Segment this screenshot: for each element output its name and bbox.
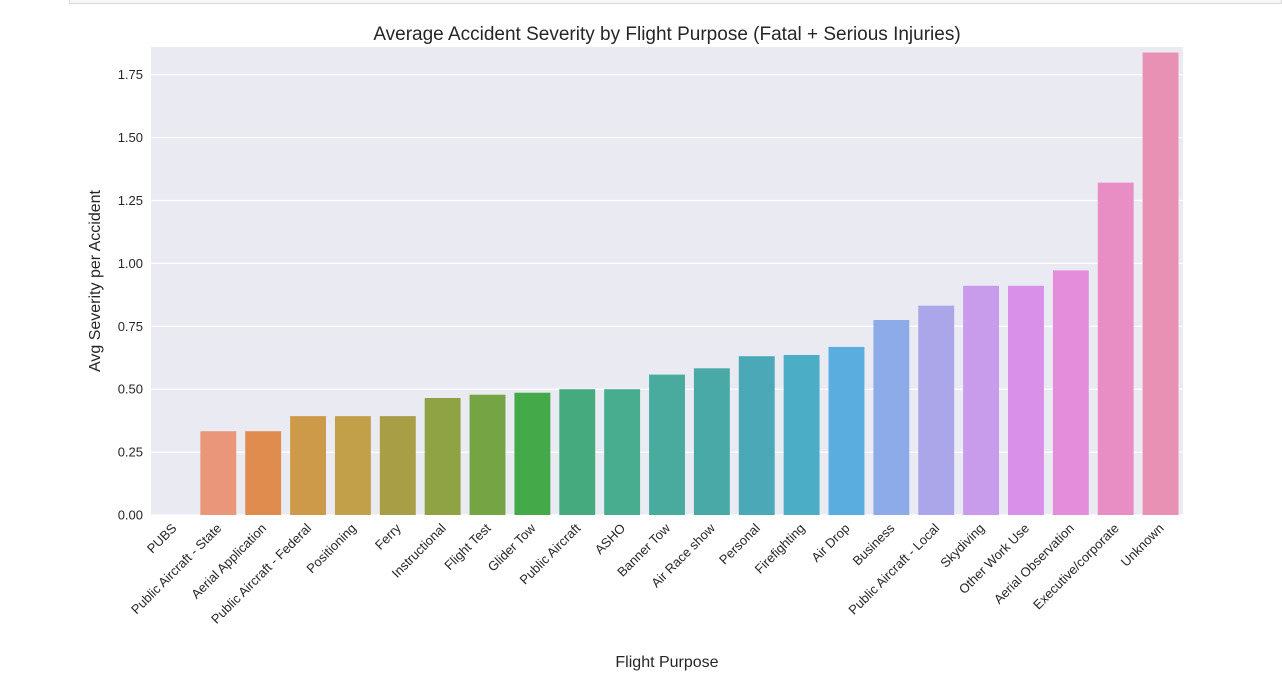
bar-asho [604,389,641,515]
x-axis-label: Flight Purpose [615,654,718,671]
bar-banner-tow [649,374,685,515]
bar-positioning [334,416,371,515]
bar-instructional [424,398,461,515]
bar-aerial-observation [1052,270,1089,515]
y-axis-ticks: 0.00 0.25 0.50 0.75 1.00 1.25 1.50 1.75 [118,67,143,522]
x-tick-label: Aerial Observation [991,521,1077,607]
y-tick-label: 1.00 [118,256,143,271]
x-tick-label: Unknown [1118,521,1167,570]
x-tick-label: Executive/corporate [1030,521,1122,613]
bar-public-aircraft [559,389,596,515]
bar-business [873,320,910,515]
y-axis-label: Avg Severity per Accident [87,189,104,372]
bars [200,52,1179,515]
bar-public-aircraft-local [918,305,955,515]
bar-personal [738,356,775,515]
y-tick-label: 0.25 [118,445,143,460]
x-tick-label: ASHO [592,521,629,558]
bar-ferry [379,416,416,515]
y-tick-label: 1.25 [118,193,143,208]
y-tick-label: 0.75 [118,319,143,334]
chart-title: Average Accident Severity by Flight Purp… [373,24,960,45]
y-tick-label: 0.00 [118,508,143,523]
x-tick-label: Ferry [372,520,404,552]
bar-other-work-use [1008,285,1044,515]
bar-flight-test [469,394,506,515]
bar-firefighting [783,354,820,515]
bar-skydiving [963,285,1000,515]
bar-air-race-show [693,368,730,515]
bar-executive-corporate [1097,182,1134,515]
y-tick-label: 0.50 [118,382,143,397]
bar-public-aircraft-federal [290,416,326,515]
bar-unknown [1142,52,1179,515]
bar-public-aircraft-state [200,431,237,515]
bar-glider-tow [514,392,551,515]
x-tick-label: Air Drop [808,521,852,565]
y-tick-label: 1.75 [118,67,143,82]
bar-air-drop [828,346,865,515]
x-tick-label: PUBS [144,520,180,556]
y-tick-label: 1.50 [118,130,143,145]
x-tick-label: Public Aircraft - Local [845,520,942,617]
bar-aerial-application [245,431,282,515]
